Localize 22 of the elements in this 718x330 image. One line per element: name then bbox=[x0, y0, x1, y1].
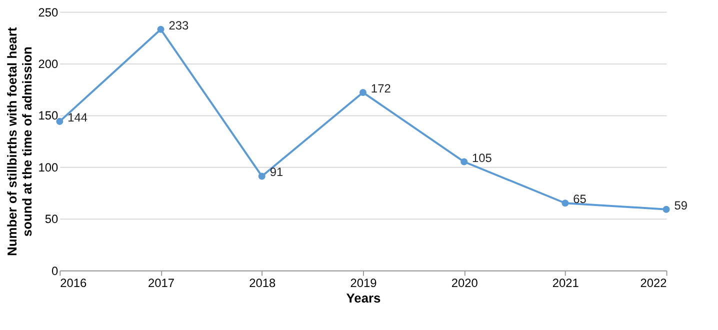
x-tick-label: 2017 bbox=[148, 276, 175, 290]
y-tick-label: 0 bbox=[52, 264, 59, 278]
x-tick-label: 2018 bbox=[249, 276, 276, 290]
x-tick-label: 2020 bbox=[451, 276, 478, 290]
data-label: 233 bbox=[168, 18, 189, 32]
x-tick-label: 2021 bbox=[552, 276, 580, 290]
y-tick-label: 200 bbox=[38, 56, 59, 71]
data-label: 172 bbox=[370, 81, 392, 96]
y-tick-label: 50 bbox=[44, 212, 59, 226]
y-axis-title: Number of stillbirths with foetal heart sound at the time of admission bbox=[4, 26, 34, 256]
y-tick-label: 100 bbox=[38, 160, 59, 174]
data-label: 91 bbox=[270, 165, 284, 180]
data-label: 65 bbox=[573, 192, 587, 206]
data-label: 105 bbox=[472, 150, 492, 165]
data-label: 59 bbox=[674, 198, 688, 212]
y-tick-label: 250 bbox=[38, 5, 59, 20]
data-label: 144 bbox=[68, 110, 88, 124]
x-axis-title: Years bbox=[346, 290, 381, 306]
x-tick-label: 2019 bbox=[350, 276, 378, 290]
x-tick-label: 2022 bbox=[640, 276, 668, 290]
y-tick-label: 150 bbox=[38, 108, 59, 123]
x-tick-label: 2016 bbox=[60, 276, 88, 290]
